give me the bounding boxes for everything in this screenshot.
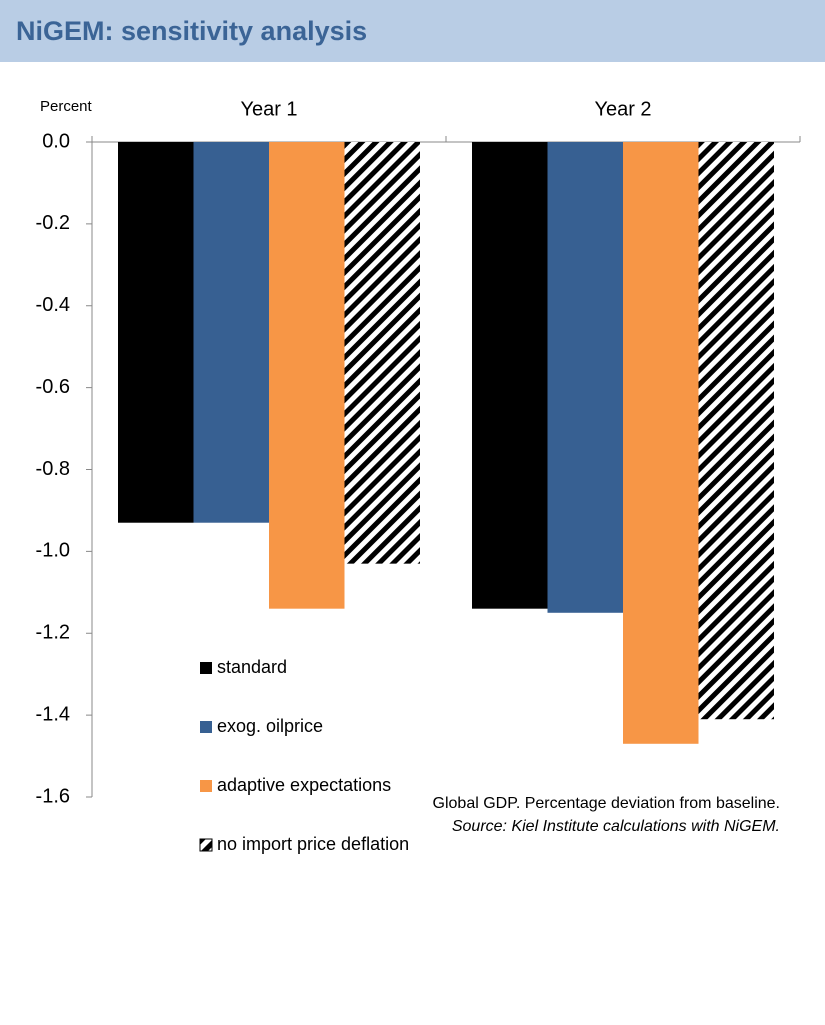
legend-swatch (200, 662, 212, 674)
y-tick-label: -1.2 (36, 622, 70, 644)
y-tick-label: -1.0 (36, 540, 70, 562)
bar (698, 142, 774, 720)
bar (344, 142, 420, 564)
legend-label: adaptive expectations (217, 775, 391, 795)
legend-label: exog. oilprice (217, 716, 323, 736)
y-tick-label: -1.6 (36, 785, 70, 807)
bar (269, 142, 345, 609)
legend-swatch (199, 838, 213, 852)
bar (547, 142, 623, 613)
chart-title: NiGEM: sensitivity analysis (16, 16, 368, 46)
x-tick-label: Year 2 (594, 98, 651, 120)
legend-swatch (200, 721, 212, 733)
y-axis-label: Percent (40, 98, 93, 115)
y-tick-label: 0.0 (42, 130, 70, 152)
legend-label: no import price deflation (217, 834, 409, 854)
y-tick-label: -0.4 (36, 294, 70, 316)
y-tick-label: -0.6 (36, 376, 70, 398)
chart: Percent 0.0 -0.2 -0.4 -0.6 -0.8 -1.0 -1.2 -1.4 -… (36, 98, 801, 854)
header: NiGEM: sensitivity analysis (0, 0, 825, 62)
y-tick-label: -1.4 (36, 703, 70, 725)
source: Source: Kiel Institute calculations with… (451, 818, 780, 835)
bar (193, 142, 269, 523)
legend-label: standard (217, 657, 287, 677)
bar (623, 142, 699, 744)
bar (472, 142, 548, 609)
x-tick-label: Year 1 (240, 98, 297, 120)
y-tick-label: -0.8 (36, 458, 70, 480)
legend-swatch (200, 780, 212, 792)
y-tick-label: -0.2 (36, 212, 70, 234)
note: Global GDP. Percentage deviation from ba… (432, 795, 780, 812)
bar (118, 142, 194, 523)
